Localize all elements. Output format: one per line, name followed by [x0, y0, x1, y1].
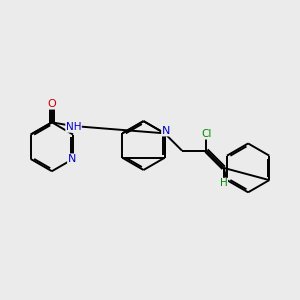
Text: H: H — [220, 178, 228, 188]
Text: Cl: Cl — [201, 129, 212, 139]
Text: O: O — [47, 99, 56, 109]
Text: NH: NH — [66, 122, 81, 132]
Text: N: N — [68, 154, 76, 164]
Text: N: N — [162, 126, 170, 136]
